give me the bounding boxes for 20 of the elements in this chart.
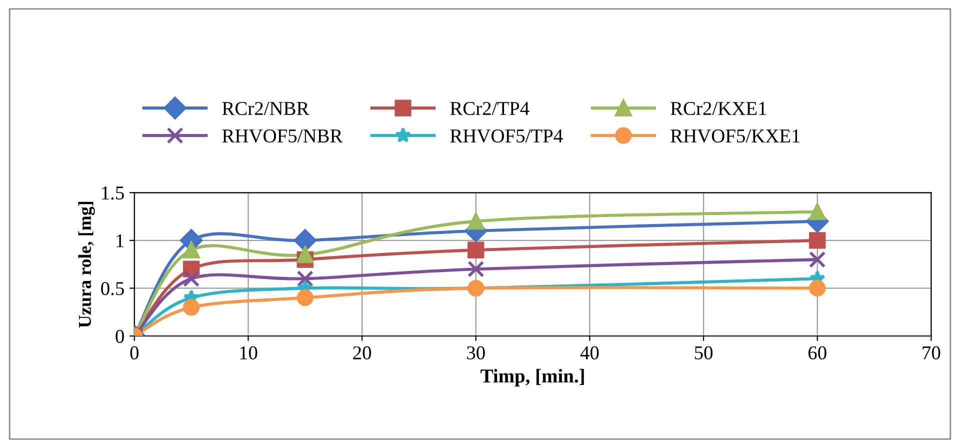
- legend-label: RCr2/KXE1: [670, 102, 766, 116]
- x-tick-label: 40: [580, 346, 599, 360]
- y-tick-label: 1: [116, 234, 124, 248]
- x-tick-label: 30: [467, 346, 485, 360]
- legend-label: RHVOF5/KXE1: [670, 129, 800, 143]
- y-tick-label: 0: [116, 330, 124, 343]
- x-axis-title: Timp, [min.]: [480, 368, 584, 387]
- x-tick-label: 10: [240, 346, 258, 360]
- x-tick-label: 0: [130, 346, 139, 360]
- legend-label: RHVOF5/NBR: [222, 129, 343, 143]
- x-tick-label: 20: [353, 346, 372, 360]
- legend-label: RCr2/TP4: [450, 102, 530, 116]
- y-axis-title: Uzura role, [mg]: [78, 202, 95, 328]
- legend-label: RHVOF5/TP4: [450, 129, 563, 143]
- x-tick-label: 70: [922, 346, 940, 360]
- x-tick-label: 50: [694, 346, 713, 360]
- legend-label: RCr2/NBR: [222, 102, 310, 116]
- x-tick-label: 60: [808, 346, 826, 360]
- y-tick-label: 0.5: [101, 282, 124, 296]
- y-tick-label: 1.5: [102, 186, 124, 200]
